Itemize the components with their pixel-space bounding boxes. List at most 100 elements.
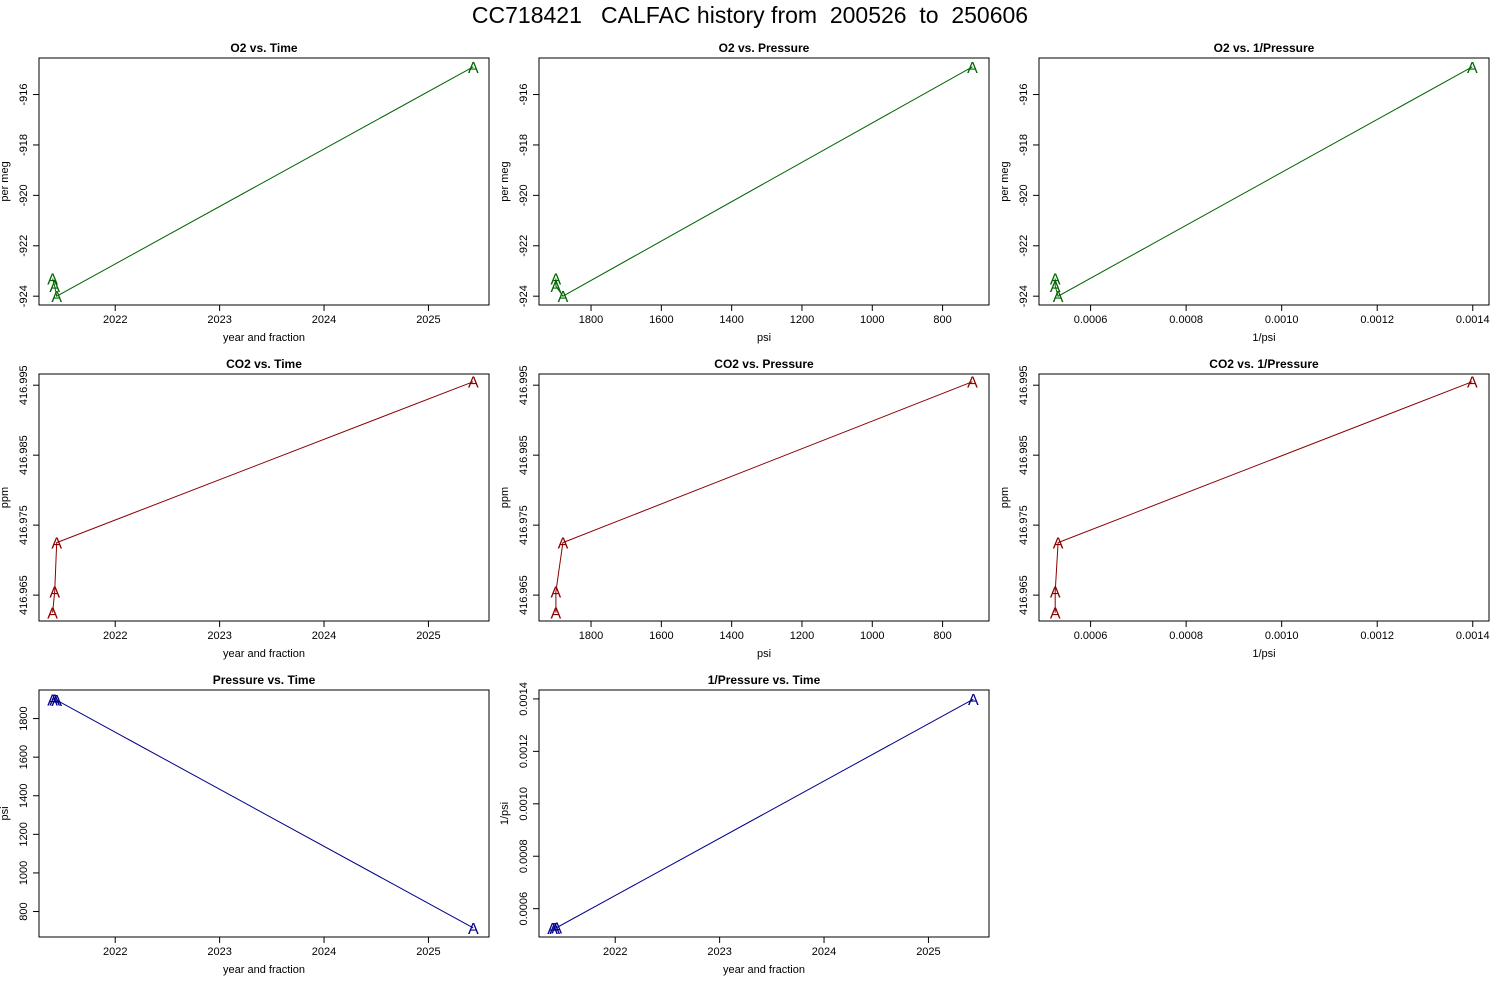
chart-title: O2 vs. Time xyxy=(230,41,297,55)
y-tick-label: -916 xyxy=(518,84,530,106)
y-tick-label: 0.0010 xyxy=(518,787,530,821)
data-point-marker: A xyxy=(49,279,60,296)
y-tick-label: 1000 xyxy=(18,861,30,885)
data-point-marker: A xyxy=(547,921,558,938)
y-tick-label: 416.985 xyxy=(18,435,30,475)
y-tick-label: -922 xyxy=(1018,235,1030,257)
y-tick-label: 416.995 xyxy=(518,365,530,405)
plot-frame xyxy=(538,373,990,622)
x-tick-label: 1200 xyxy=(790,630,814,642)
y-tick-label: 416.985 xyxy=(518,435,530,475)
chart-title: 1/Pressure vs. Time xyxy=(708,673,821,687)
x-tick-label: 0.0014 xyxy=(1456,630,1490,642)
x-tick-label: 1200 xyxy=(790,314,814,326)
y-tick-label: 416.965 xyxy=(518,575,530,615)
plot-frame xyxy=(538,57,990,306)
x-tick-label: 2022 xyxy=(103,630,127,642)
x-tick-label: 800 xyxy=(933,314,951,326)
y-tick-label: 416.975 xyxy=(518,505,530,545)
series-line xyxy=(52,698,474,929)
x-axis-label: year and fraction xyxy=(223,648,305,660)
data-point-marker: A xyxy=(558,536,569,553)
y-axis-label: ppm xyxy=(499,487,511,508)
x-axis-label: psi xyxy=(757,648,771,660)
y-tick-label: -918 xyxy=(1018,134,1030,156)
y-axis-label: psi xyxy=(0,806,11,820)
x-axis-label: year and fraction xyxy=(223,332,305,344)
x-tick-label: 2024 xyxy=(312,946,336,958)
x-tick-label: 0.0008 xyxy=(1169,314,1203,326)
x-tick-label: 1000 xyxy=(860,314,884,326)
data-point-marker: A xyxy=(49,692,60,709)
x-tick-label: 2025 xyxy=(916,946,940,958)
x-tick-label: 2024 xyxy=(812,946,836,958)
chart-panel-1: O2 vs. Time 2022 2023 2024 2025 -924 -922 -920 -… xyxy=(0,41,490,344)
plot-frame xyxy=(538,689,990,938)
data-point-marker: A xyxy=(551,606,562,623)
x-tick-label: 2023 xyxy=(707,946,731,958)
x-tick-label: 1800 xyxy=(579,314,603,326)
x-tick-label: 1800 xyxy=(579,630,603,642)
x-tick-label: 0.0010 xyxy=(1265,630,1299,642)
series-line xyxy=(552,698,974,929)
y-tick-label: 416.975 xyxy=(1018,505,1030,545)
chart-title: CO2 vs. 1/Pressure xyxy=(1209,357,1319,371)
x-axis-label: psi xyxy=(757,332,771,344)
y-tick-label: 0.0012 xyxy=(518,735,530,769)
data-point-marker: A xyxy=(1050,272,1061,289)
data-point-marker: A xyxy=(558,289,569,306)
chart-title: CO2 vs. Time xyxy=(226,357,302,371)
x-tick-label: 1600 xyxy=(649,630,673,642)
y-tick-label: -924 xyxy=(1018,285,1030,307)
x-axis-label: year and fraction xyxy=(223,964,305,976)
data-point-marker: A xyxy=(47,606,58,623)
data-point-marker: A xyxy=(468,60,479,77)
x-tick-label: 1400 xyxy=(719,314,743,326)
x-tick-label: 2025 xyxy=(416,314,440,326)
y-tick-label: 800 xyxy=(18,902,30,920)
y-tick-label: -918 xyxy=(518,134,530,156)
data-point-marker: A xyxy=(1053,289,1064,306)
series-line xyxy=(555,381,973,613)
series-line xyxy=(1054,66,1473,297)
y-tick-label: 416.965 xyxy=(18,575,30,615)
y-tick-label: 416.995 xyxy=(18,365,30,405)
data-point-marker: A xyxy=(1050,279,1061,296)
chart-panel-6: CO2 vs. 1/Pressure 0.0006 0.0008 0.0010 0.00… xyxy=(999,357,1490,660)
y-axis-label: per meg xyxy=(999,161,1011,201)
data-point-marker: A xyxy=(468,921,479,938)
y-axis-label: per meg xyxy=(499,161,511,201)
data-point-marker: A xyxy=(968,692,979,709)
y-tick-label: 1600 xyxy=(18,745,30,769)
y-tick-label: -916 xyxy=(18,84,30,106)
chart-title: O2 vs. 1/Pressure xyxy=(1214,41,1315,55)
x-tick-label: 2025 xyxy=(416,946,440,958)
y-axis-label: 1/psi xyxy=(499,802,511,825)
y-tick-label: -924 xyxy=(518,285,530,307)
x-tick-label: 0.0014 xyxy=(1456,314,1490,326)
x-tick-label: 0.0012 xyxy=(1360,630,1394,642)
series-line xyxy=(52,381,474,613)
x-tick-label: 2023 xyxy=(207,314,231,326)
chart-panel-4: CO2 vs. Time 2022 2023 2024 2025 416.965 416.9… xyxy=(0,357,490,660)
x-tick-label: 0.0012 xyxy=(1360,314,1394,326)
data-point-marker: A xyxy=(1467,60,1478,77)
x-tick-label: 2022 xyxy=(103,314,127,326)
x-tick-label: 2024 xyxy=(312,630,336,642)
y-tick-label: -924 xyxy=(18,285,30,307)
data-point-marker: A xyxy=(549,921,560,938)
series-line xyxy=(52,66,474,297)
data-point-marker: A xyxy=(1050,585,1061,602)
data-point-marker: A xyxy=(1467,375,1478,392)
plot-frame xyxy=(38,57,490,306)
data-point-marker: A xyxy=(1050,606,1061,623)
y-tick-label: -920 xyxy=(18,184,30,206)
chart-title: Pressure vs. Time xyxy=(213,673,316,687)
y-tick-label: 416.975 xyxy=(18,505,30,545)
plot-frame xyxy=(1038,57,1490,306)
data-point-marker: A xyxy=(551,279,562,296)
chart-panel-7: Pressure vs. Time 2022 2023 2024 2025 800 1000… xyxy=(0,673,490,976)
y-tick-label: -922 xyxy=(18,235,30,257)
data-point-marker: A xyxy=(967,375,978,392)
